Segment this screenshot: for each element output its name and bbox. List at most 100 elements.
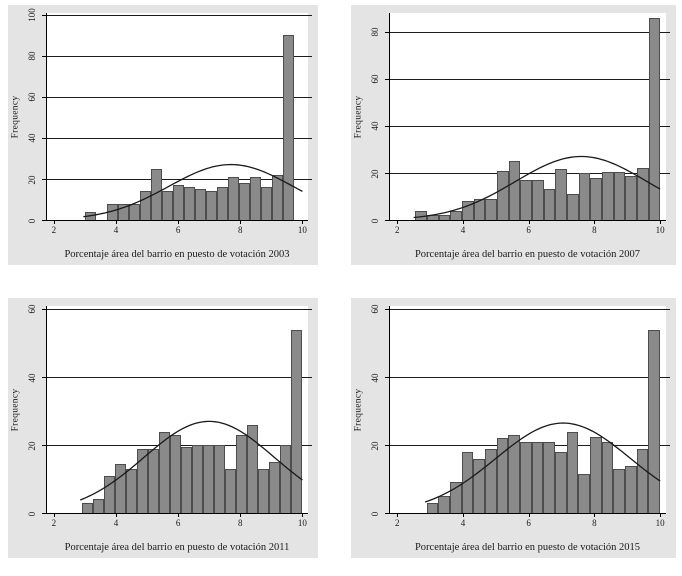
density-curve (390, 13, 666, 220)
y-tick-label: 20 (370, 169, 380, 179)
x-tick-mark (115, 220, 117, 224)
x-tick-label: 8 (238, 518, 243, 528)
gridline-y-40 (390, 377, 666, 379)
gridline-y-40 (390, 125, 666, 127)
histogram-bar (162, 191, 174, 220)
y-tick-label: 80 (27, 51, 37, 61)
histogram-bar (103, 475, 115, 513)
y-tick-labels: 0 20 40 60 (364, 304, 386, 516)
histogram-bar (601, 171, 614, 220)
x-axis-title: Porcentaje área del barrio en puesto de … (64, 542, 290, 553)
histogram-bar (129, 203, 141, 220)
y-tick-label: 40 (27, 373, 37, 383)
right-tick-stub (666, 309, 670, 311)
y-tick-mark (42, 220, 47, 221)
histogram-bar (239, 183, 251, 220)
histogram-bar (184, 187, 196, 220)
y-tick-label: 20 (370, 441, 380, 451)
histogram-bar (543, 189, 556, 220)
x-tick-mark (302, 220, 304, 224)
histogram-bar (613, 468, 626, 513)
x-tick-mark (53, 220, 55, 224)
x-tick-label: 8 (592, 518, 597, 528)
y-tick-mark (42, 55, 47, 57)
histogram-bar (217, 187, 229, 220)
right-tick-stub (308, 178, 312, 180)
histogram-bar (485, 448, 497, 513)
histogram-bar (114, 463, 126, 513)
panel-votacion-2011: Frequency 0 20 40 60 2 4 6 8 10 Porcentaje área… (8, 298, 318, 558)
x-tick-label: 2 (394, 518, 400, 528)
histogram-bar (461, 201, 474, 220)
y-tick-label: 60 (370, 74, 380, 84)
y-tick-mark (42, 14, 47, 16)
histogram-bar (508, 161, 521, 220)
histogram-bar (555, 169, 567, 220)
y-tick-label: 40 (370, 373, 380, 383)
x-tick-label: 10 (297, 225, 307, 235)
y-tick-mark (385, 377, 390, 379)
histogram-bar (450, 210, 462, 220)
panel-votacion-2007: Frequency 0 20 40 60 80 2 4 6 8 10 Porcentaje ár… (351, 5, 676, 265)
histogram-bar (450, 482, 462, 513)
y-tick-mark (42, 377, 47, 379)
gridline-y-60 (47, 309, 308, 311)
x-tick-label: 4 (460, 225, 466, 235)
y-tick-label: 100 (27, 7, 37, 22)
x-tick-label: 4 (113, 225, 119, 235)
x-tick-mark (528, 513, 530, 517)
y-tick-mark (385, 172, 390, 174)
plot-area: 2 4 6 8 10 (385, 13, 670, 235)
x-tick-mark (462, 220, 464, 224)
y-tick-label: 0 (27, 511, 37, 517)
x-tick-label: 6 (526, 225, 531, 235)
gridline-y-20 (390, 172, 666, 174)
y-tick-label: 40 (27, 133, 37, 143)
y-tick-mark (42, 445, 47, 447)
x-tick-mark (660, 513, 662, 517)
histogram-bar (203, 445, 215, 513)
density-curve-path (80, 421, 302, 500)
y-tick-mark (385, 220, 390, 221)
y-tick-label: 0 (370, 218, 380, 224)
histogram-bar (140, 191, 152, 220)
y-tick-mark (385, 513, 390, 514)
y-tick-label: 60 (370, 304, 380, 314)
histogram-bar (159, 431, 171, 513)
y-axis-title: Frequency (10, 388, 21, 432)
gridline-y-60 (390, 309, 666, 311)
histogram-bar (136, 448, 148, 513)
x-tick-label: 10 (655, 225, 665, 235)
histogram-bar (636, 168, 649, 220)
y-tick-labels: 0 20 40 60 80 100 (21, 8, 43, 223)
histogram-bar (283, 35, 295, 220)
histogram-bar (473, 458, 486, 513)
x-tick-label: 2 (394, 225, 400, 235)
density-curve-path (425, 423, 660, 502)
histogram-bar (258, 468, 270, 513)
gridline-y-60 (47, 96, 308, 98)
y-tick-mark (385, 31, 390, 33)
histogram-bar (225, 468, 237, 513)
x-tick-label: 4 (113, 518, 119, 528)
histogram-bar (280, 445, 292, 513)
y-tick-mark (385, 309, 390, 311)
gridline-y-80 (47, 55, 308, 57)
x-tick-mark (115, 513, 117, 517)
histogram-bar (590, 177, 602, 220)
y-tick-labels: 0 20 40 60 (21, 305, 43, 517)
x-tick-label: 6 (175, 225, 181, 235)
gridline-y-20 (47, 178, 308, 180)
x-tick-mark (240, 220, 242, 224)
y-tick-label: 80 (370, 27, 380, 37)
x-tick-label: 6 (526, 518, 531, 528)
right-tick-stub (308, 55, 312, 57)
y-tick-mark (42, 309, 47, 311)
plot-area: 2 4 6 8 10 (385, 306, 670, 528)
density-curve-path (83, 165, 302, 217)
x-tick-label: 2 (51, 518, 57, 528)
histogram-bar (508, 434, 521, 513)
histogram-bar (195, 189, 207, 220)
right-tick-stub (666, 125, 670, 127)
